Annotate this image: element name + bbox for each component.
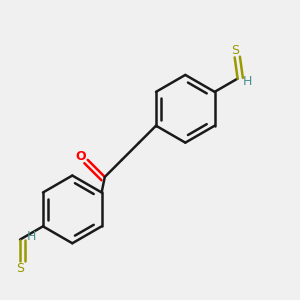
Text: H: H	[26, 230, 36, 243]
Text: H: H	[243, 75, 253, 88]
Text: S: S	[231, 44, 239, 56]
Text: S: S	[16, 262, 24, 275]
Text: O: O	[75, 150, 86, 164]
